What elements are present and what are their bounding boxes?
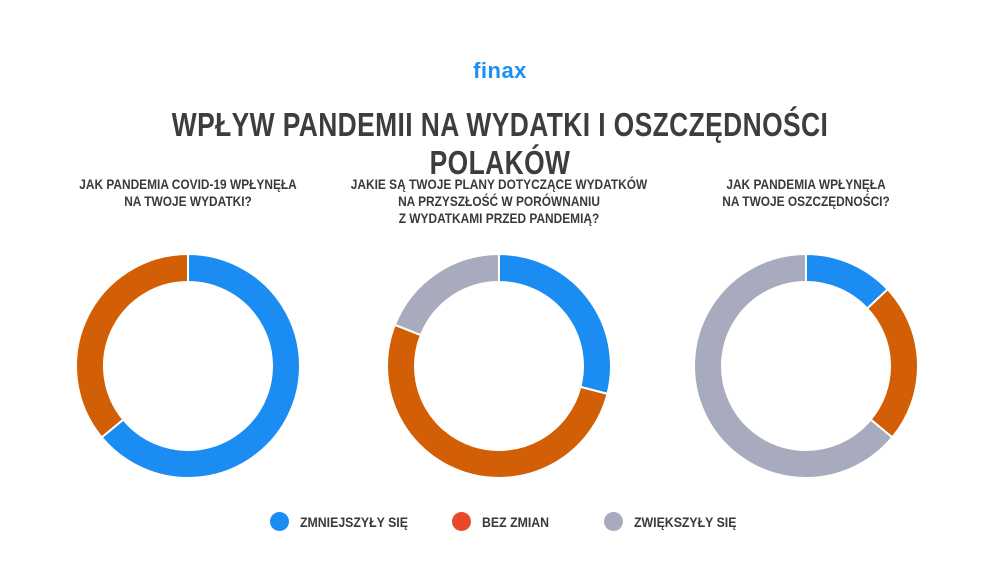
legend-label: BEZ ZMIAN — [482, 513, 550, 530]
chart-question: JAK PANDEMIA WPŁYNĘŁA NA TWOJE OSZCZĘDNO… — [653, 176, 959, 210]
legend-dot — [270, 512, 289, 531]
chart-question-line: JAK PANDEMIA COVID-19 WPŁYNĘŁA — [79, 176, 297, 192]
chart-question: JAKIE SĄ TWOJE PLANY DOTYCZĄCE WYDATKÓW … — [346, 176, 652, 227]
slice-bez-zmian — [386, 323, 609, 480]
slice-zmniejszyly — [100, 252, 301, 479]
legend-item-zwiekszyly: ZWIĘKSZYŁY SIĘ — [604, 512, 750, 531]
chart-question-line: NA TWOJE WYDATKI? — [124, 193, 252, 209]
slice-bez-zmian — [75, 252, 189, 439]
donut-chart-spending: JAK PANDEMIA COVID-19 WPŁYNĘŁA NA TWOJE … — [28, 176, 348, 496]
legend: ZMNIEJSZYŁY SIĘ BEZ ZMIAN ZWIĘKSZYŁY SIĘ — [0, 512, 1000, 536]
legend-item-zmniejszyly: ZMNIEJSZYŁY SIĘ — [270, 512, 423, 531]
slice-zwiekszyly — [693, 252, 894, 479]
slice-zmniejszyly — [498, 252, 612, 396]
chart-question: JAK PANDEMIA COVID-19 WPŁYNĘŁA NA TWOJE … — [35, 176, 341, 210]
donut-svg — [693, 252, 919, 479]
legend-label: ZWIĘKSZYŁY SIĘ — [634, 513, 737, 530]
chart-question-line: JAKIE SĄ TWOJE PLANY DOTYCZĄCE WYDATKÓW — [350, 176, 648, 192]
chart-question-line: JAK PANDEMIA WPŁYNĘŁA — [726, 176, 886, 192]
chart-question-line: NA TWOJE OSZCZĘDNOŚCI? — [722, 193, 890, 209]
slice-zwiekszyly — [393, 252, 500, 337]
slice-bez-zmian — [865, 287, 919, 439]
chart-question-line: NA PRZYSZŁOŚĆ W PORÓWNANIU — [398, 193, 600, 209]
legend-label: ZMNIEJSZYŁY SIĘ — [300, 513, 408, 530]
donut-chart-future-plans: JAKIE SĄ TWOJE PLANY DOTYCZĄCE WYDATKÓW … — [339, 176, 659, 496]
donut-svg — [75, 252, 301, 479]
page-title: WPŁYW PANDEMII NA WYDATKI I OSZCZĘDNOŚCI… — [171, 106, 829, 181]
finax-logo: finax — [473, 58, 527, 83]
legend-dot — [452, 512, 471, 531]
legend-item-bez-zmian: BEZ ZMIAN — [452, 512, 558, 531]
legend-dot — [604, 512, 623, 531]
donut-chart-savings: JAK PANDEMIA WPŁYNĘŁA NA TWOJE OSZCZĘDNO… — [646, 176, 966, 496]
chart-question-line: Z WYDATKAMI PRZED PANDEMIĄ? — [398, 210, 600, 226]
donut-svg — [386, 252, 612, 480]
